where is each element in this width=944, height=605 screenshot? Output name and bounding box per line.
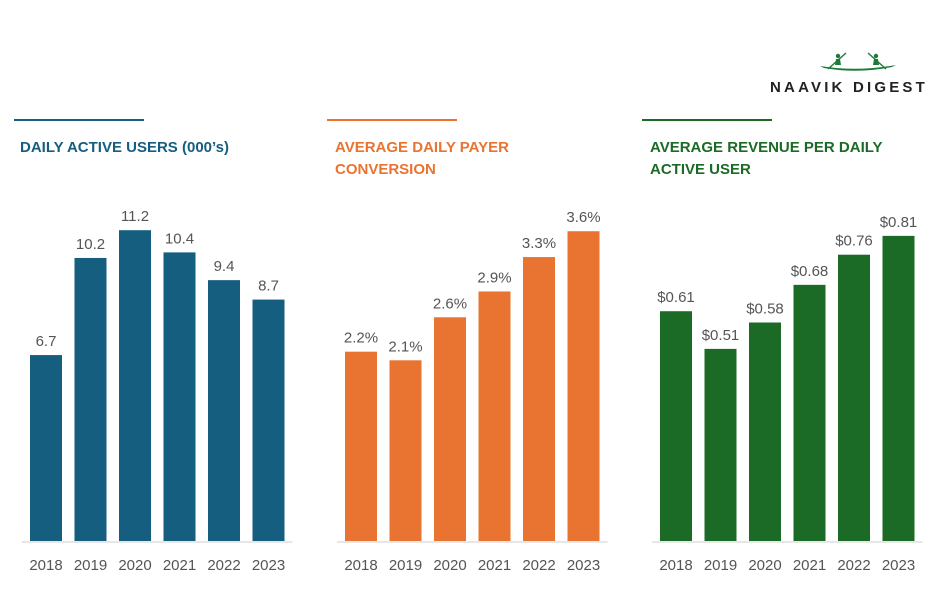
tick-label-2021: 2021 [163, 557, 196, 574]
panel-average-daily-payer-conversion: AVERAGE DAILY PAYER CONVERSION 2.2% 2018 2… [315, 0, 625, 605]
bar-2019 [389, 360, 422, 541]
bar-2022 [838, 254, 870, 542]
data-label-2018: 2.2% [344, 330, 378, 347]
bar-2020 [434, 317, 466, 541]
bar-chart: 6.7 2018 10.2 2019 11.2 2020 10.4 2021 9.4 2022 8.… [22, 208, 293, 574]
panel-accent-line [327, 119, 457, 121]
data-label-2023: $0.81 [880, 214, 918, 231]
data-label-2020: 11.2 [121, 208, 149, 225]
tick-label-2022: 2022 [207, 557, 240, 574]
bar-2023 [252, 299, 285, 541]
bar-2019 [704, 348, 737, 541]
canoe-paddlers-icon [820, 52, 896, 71]
data-label-2020: 2.6% [433, 295, 467, 312]
tick-label-2020: 2020 [748, 557, 781, 574]
tick-label-2018: 2018 [344, 557, 377, 574]
tick-label-2020: 2020 [118, 557, 151, 574]
tick-label-2022: 2022 [522, 557, 555, 574]
data-label-2022: $0.76 [835, 233, 873, 250]
bar-2022 [208, 280, 240, 541]
bar-2018 [30, 355, 62, 541]
tick-label-2018: 2018 [659, 557, 692, 574]
data-label-2021: 10.4 [165, 230, 194, 247]
brand-logo: NAAVIK DIGEST [770, 50, 942, 100]
bar-2020 [749, 322, 781, 541]
tick-label-2021: 2021 [793, 557, 826, 574]
data-label-2022: 3.3% [522, 235, 556, 252]
bar-2020 [119, 230, 151, 541]
panel-daily-active-users: DAILY ACTIVE USERS (000’s) 6.7 2018 10.2 20… [0, 0, 310, 605]
data-label-2023: 8.7 [258, 278, 279, 295]
panel-accent-line [14, 119, 144, 121]
data-label-2021: 2.9% [477, 269, 511, 286]
tick-label-2021: 2021 [478, 557, 511, 574]
bar-2022 [523, 257, 555, 541]
panel-accent-line [642, 119, 772, 121]
data-label-2019: $0.51 [702, 327, 740, 344]
bar-2021 [478, 291, 511, 541]
chart-title: AVERAGE DAILY PAYER CONVERSION [335, 139, 509, 178]
panel-average-revenue-per-dau: AVERAGE REVENUE PER DAILY ACTIVE USER $0… [630, 0, 940, 605]
bar-chart: 2.2% 2018 2.1% 2019 2.6% 2020 2.9% 2021 3.3% 2022… [337, 209, 608, 574]
bar-2023 [567, 231, 600, 542]
data-label-2019: 10.2 [76, 236, 105, 253]
data-label-2023: 3.6% [566, 209, 600, 226]
tick-label-2019: 2019 [74, 557, 107, 574]
bar-2023 [882, 235, 915, 542]
bar-2021 [163, 252, 196, 541]
tick-label-2022: 2022 [837, 557, 870, 574]
tick-label-2019: 2019 [704, 557, 737, 574]
bar-2019 [74, 257, 107, 541]
bar-chart: $0.61 2018 $0.51 2019 $0.58 2020 $0.68 2021 $0.7… [652, 214, 923, 574]
data-label-2022: 9.4 [214, 258, 235, 275]
bar-2018 [660, 311, 692, 541]
chart-title: AVERAGE REVENUE PER DAILY ACTIVE USER [650, 139, 883, 178]
data-label-2019: 2.1% [388, 338, 422, 355]
tick-label-2019: 2019 [389, 557, 422, 574]
bar-2021 [793, 284, 826, 541]
tick-label-2023: 2023 [252, 557, 285, 574]
tick-label-2023: 2023 [882, 557, 915, 574]
tick-label-2020: 2020 [433, 557, 466, 574]
data-label-2021: $0.68 [791, 263, 829, 280]
tick-label-2023: 2023 [567, 557, 600, 574]
data-label-2018: 6.7 [36, 333, 57, 350]
data-label-2020: $0.58 [746, 301, 784, 318]
chart-title: DAILY ACTIVE USERS (000’s) [20, 139, 229, 156]
bar-2018 [345, 351, 377, 541]
data-label-2018: $0.61 [657, 289, 695, 306]
brand-name: NAAVIK DIGEST [770, 79, 928, 96]
tick-label-2018: 2018 [29, 557, 62, 574]
